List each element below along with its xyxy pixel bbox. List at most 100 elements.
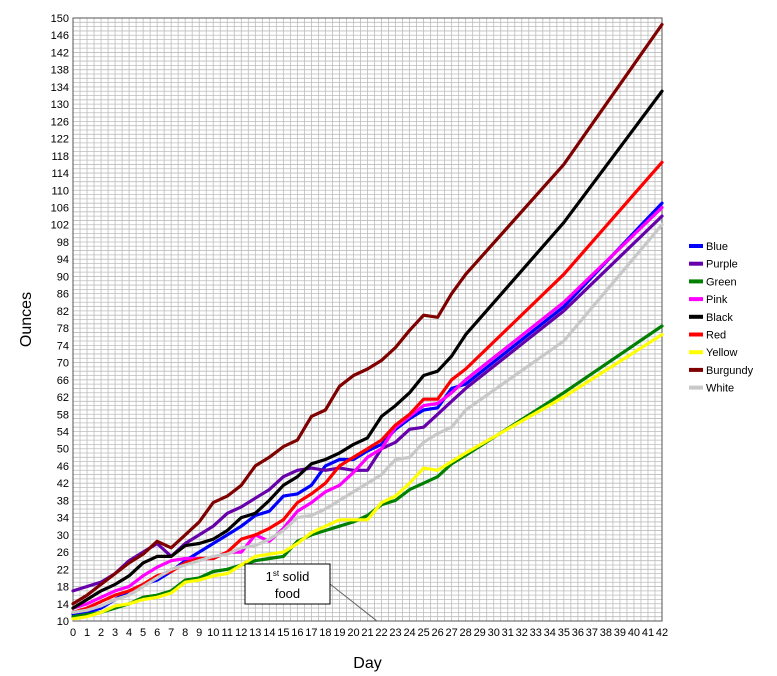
y-tick-label: 146 bbox=[51, 30, 69, 42]
x-tick-label: 30 bbox=[488, 627, 500, 639]
y-tick-label: 74 bbox=[57, 340, 69, 352]
y-tick-label: 138 bbox=[51, 65, 69, 77]
y-tick-label: 98 bbox=[57, 237, 69, 249]
series-line-red bbox=[71, 160, 664, 615]
y-tick-label: 134 bbox=[51, 82, 69, 94]
annotation-line-2: food bbox=[275, 586, 300, 601]
y-tick-label: 62 bbox=[57, 392, 69, 404]
x-tick-label: 36 bbox=[572, 627, 584, 639]
y-tick-label: 102 bbox=[51, 220, 69, 232]
x-tick-label: 42 bbox=[656, 627, 668, 639]
legend-label: Burgundy bbox=[706, 365, 754, 377]
y-tick-label: 42 bbox=[57, 478, 69, 490]
x-tick-label: 5 bbox=[140, 627, 146, 639]
x-tick-label: 35 bbox=[558, 627, 570, 639]
gridlines bbox=[72, 17, 663, 622]
legend-label: Yellow bbox=[706, 347, 737, 359]
y-tick-label: 54 bbox=[57, 426, 69, 438]
y-tick-label: 18 bbox=[57, 582, 69, 594]
x-tick-label: 9 bbox=[196, 627, 202, 639]
y-tick-label: 30 bbox=[57, 530, 69, 542]
x-tick-label: 7 bbox=[168, 627, 174, 639]
x-tick-label: 23 bbox=[389, 627, 401, 639]
x-tick-label: 11 bbox=[222, 627, 233, 639]
x-tick-label: 20 bbox=[347, 627, 359, 639]
x-tick-label: 17 bbox=[305, 627, 317, 639]
annotation-ordinal-suffix: st bbox=[273, 569, 280, 578]
y-tick-label: 14 bbox=[57, 599, 69, 611]
legend-item-pink: Pink bbox=[689, 294, 728, 306]
x-tick-label: 22 bbox=[375, 627, 387, 639]
legend-label: Black bbox=[706, 312, 733, 324]
x-tick-label: 40 bbox=[628, 627, 640, 639]
series-line-black bbox=[71, 89, 664, 610]
y-tick-label: 126 bbox=[51, 116, 69, 128]
annotation-arrow bbox=[329, 583, 377, 622]
y-tick-label: 130 bbox=[51, 99, 69, 111]
x-tick-label: 38 bbox=[600, 627, 612, 639]
x-tick-label: 3 bbox=[112, 627, 118, 639]
x-tick-label: 26 bbox=[431, 627, 443, 639]
y-axis-ticks: 10 14 18 22 26 30 34 38 42 46 50 54 58 62 66 70 74 78 82 86… bbox=[51, 13, 69, 628]
x-tick-label: 27 bbox=[446, 627, 458, 639]
x-tick-label: 31 bbox=[502, 627, 514, 639]
x-tick-label: 12 bbox=[235, 627, 247, 639]
x-tick-label: 37 bbox=[586, 627, 598, 639]
y-tick-label: 26 bbox=[57, 547, 69, 559]
solid-food-annotation: 1st solid food bbox=[244, 563, 377, 622]
y-tick-label: 46 bbox=[57, 461, 69, 473]
y-tick-label: 94 bbox=[57, 254, 69, 266]
annotation-ordinal: 1 bbox=[266, 569, 273, 584]
y-tick-label: 106 bbox=[51, 203, 69, 215]
x-tick-label: 14 bbox=[263, 627, 275, 639]
legend-label: White bbox=[706, 383, 734, 395]
x-tick-label: 28 bbox=[460, 627, 472, 639]
y-tick-label: 66 bbox=[57, 375, 69, 387]
x-tick-label: 25 bbox=[417, 627, 429, 639]
series-line-white bbox=[71, 223, 664, 615]
plot-area-frame bbox=[72, 17, 663, 622]
y-tick-label: 58 bbox=[57, 409, 69, 421]
x-tick-label: 19 bbox=[333, 627, 345, 639]
legend-label: Pink bbox=[706, 294, 728, 306]
series-line-green bbox=[71, 324, 664, 619]
y-tick-label: 82 bbox=[57, 306, 69, 318]
y-tick-label: 50 bbox=[57, 444, 69, 456]
x-tick-label: 21 bbox=[361, 627, 373, 639]
x-tick-label: 34 bbox=[544, 627, 556, 639]
annotation-word: solid bbox=[279, 569, 309, 584]
y-tick-label: 22 bbox=[57, 564, 69, 576]
x-tick-label: 2 bbox=[98, 627, 104, 639]
legend-label: Green bbox=[706, 276, 737, 288]
x-tick-label: 13 bbox=[249, 627, 261, 639]
y-tick-label: 86 bbox=[57, 289, 69, 301]
x-tick-label: 6 bbox=[154, 627, 160, 639]
x-tick-label: 0 bbox=[70, 627, 76, 639]
legend-item-blue: Blue bbox=[689, 241, 728, 253]
x-tick-label: 1 bbox=[84, 627, 90, 639]
x-tick-label: 32 bbox=[516, 627, 528, 639]
y-tick-label: 34 bbox=[57, 513, 69, 525]
x-tick-label: 18 bbox=[319, 627, 331, 639]
x-tick-label: 8 bbox=[182, 627, 188, 639]
y-tick-label: 78 bbox=[57, 323, 69, 335]
x-tick-label: 29 bbox=[474, 627, 486, 639]
series-line-yellow bbox=[71, 333, 664, 621]
x-axis-ticks: 0 1 2 3 4 5 6 7 8 9 10 11 12 13 14 15 16 17 18 19 20 21 22 23 24… bbox=[70, 627, 668, 639]
legend-item-green: Green bbox=[689, 276, 737, 288]
x-axis-title: Day bbox=[353, 655, 381, 672]
x-tick-label: 33 bbox=[530, 627, 542, 639]
legend-label: Purple bbox=[706, 259, 738, 271]
y-tick-label: 90 bbox=[57, 271, 69, 283]
series-line-burgundy bbox=[71, 22, 664, 606]
annotation-box bbox=[244, 563, 331, 605]
y-tick-label: 114 bbox=[51, 168, 69, 180]
y-tick-label: 150 bbox=[51, 13, 69, 25]
annotation-line-1: 1st solid bbox=[266, 569, 310, 584]
x-tick-label: 24 bbox=[403, 627, 415, 639]
legend-label: Blue bbox=[706, 241, 728, 253]
x-tick-label: 39 bbox=[614, 627, 626, 639]
y-tick-label: 122 bbox=[51, 134, 69, 146]
legend-label: Red bbox=[706, 330, 726, 342]
